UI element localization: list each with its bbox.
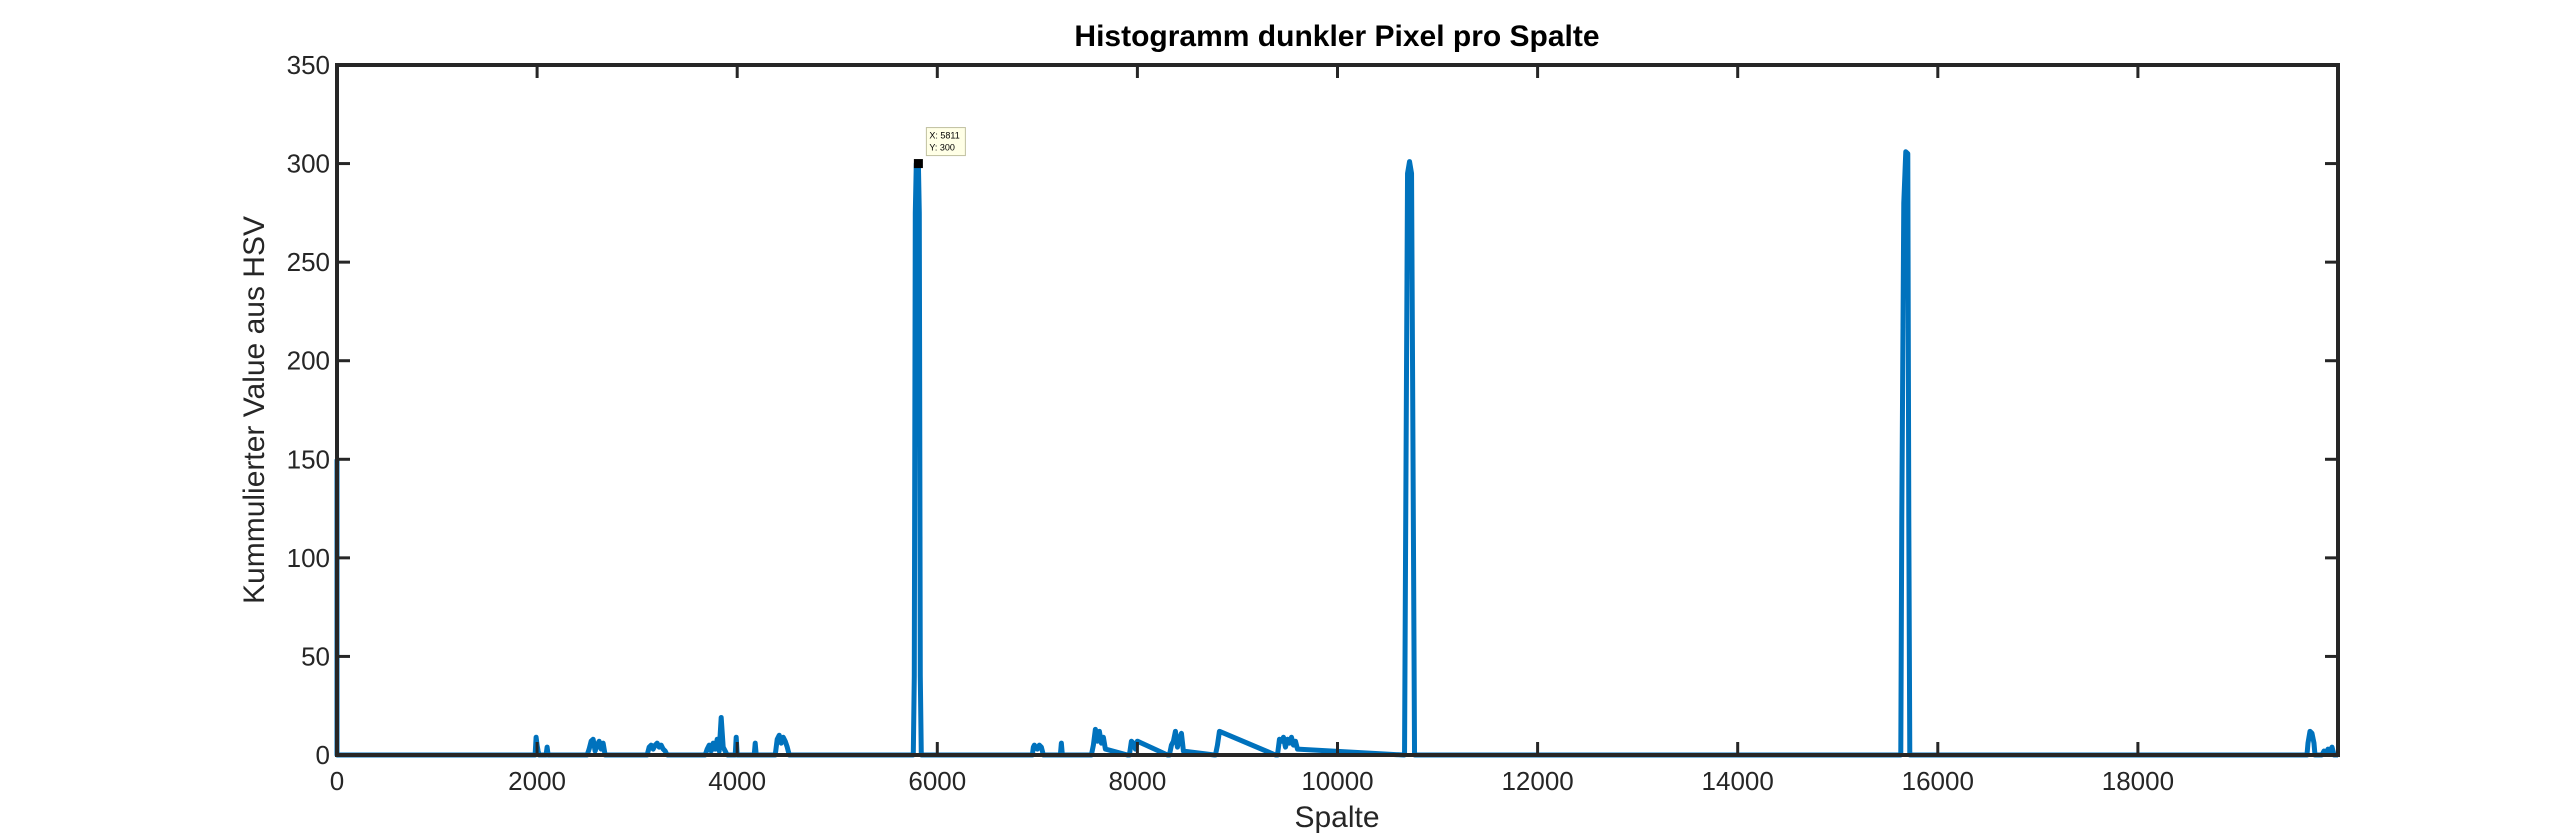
x-tick-label: 16000 (1902, 766, 1974, 796)
datatip-box (925, 127, 966, 157)
datatip-marker (913, 159, 923, 169)
axes-background (337, 65, 2338, 755)
y-tick-label: 350 (287, 50, 330, 80)
plot-area[interactable]: 0 2000 4000 6000 8000 10000 12000 14000 16000 180… (287, 50, 2340, 796)
x-tick-label: 4000 (708, 766, 766, 796)
x-tick-label: 2000 (508, 766, 566, 796)
x-tick-label: 10000 (1301, 766, 1373, 796)
datatip[interactable]: X: 5811 Y: 300 (913, 127, 966, 169)
x-tick-label: 14000 (1702, 766, 1774, 796)
data-series (334, 149, 2338, 758)
x-tick-label: 8000 (1108, 766, 1166, 796)
x-tick-label: 6000 (908, 766, 966, 796)
y-tick-label: 100 (287, 543, 330, 573)
y-tick-label: 200 (287, 346, 330, 376)
x-tick-label: 18000 (2102, 766, 2174, 796)
y-tick-label: 0 (316, 740, 330, 770)
y-tick-label: 250 (287, 247, 330, 277)
chart-title: Histogramm dunkler Pixel pro Spalte (1074, 20, 1599, 53)
series-line-0 (334, 149, 2338, 758)
y-axis-label: Kummulierter Value aus HSV (238, 216, 271, 604)
y-tick-label: 300 (287, 149, 330, 179)
x-tick-label: 0 (330, 766, 344, 796)
y-tick-label: 150 (287, 444, 330, 474)
datatip-y-text: Y: 300 (929, 143, 955, 153)
x-axis-label: Spalte (1294, 801, 1379, 834)
datatip-x-text: X: 5811 (929, 131, 959, 141)
axis-ticks: 0 2000 4000 6000 8000 10000 12000 14000 16000 180… (287, 50, 2338, 796)
x-tick-label: 12000 (1501, 766, 1573, 796)
axes-box (335, 63, 2340, 757)
y-tick-label: 50 (301, 641, 330, 671)
